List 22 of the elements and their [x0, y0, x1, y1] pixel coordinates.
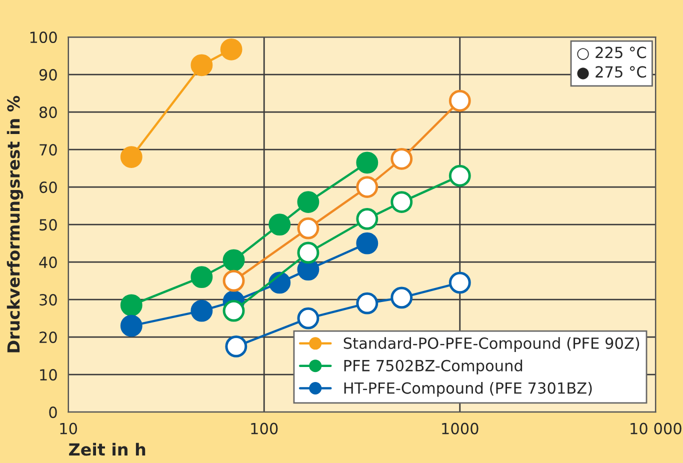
legend-label: HT-PFE-Compound (PFE 7301BZ) — [344, 382, 592, 397]
y-tick-label: 90 — [39, 69, 57, 81]
x-tick-label: 10 — [60, 422, 78, 434]
y-tick-label: 100 — [30, 32, 57, 44]
y-tick-label: 10 — [40, 369, 57, 381]
y-tick-label: 0 — [49, 406, 57, 418]
y-tick-label: 30 — [40, 294, 57, 306]
y-axis-title: Druckverformungsrest in % — [6, 96, 24, 352]
y-tick-label: 40 — [39, 256, 57, 268]
x-tick-label: 100 — [251, 422, 278, 434]
legend-label: Standard-PO-PFE-Compound (PFE 90Z) — [344, 337, 640, 352]
x-tick-label: 10 000 — [630, 422, 682, 434]
y-tick-label: 80 — [39, 106, 57, 118]
y-tick-label: 20 — [40, 332, 57, 344]
x-axis-title: Zeit in h — [69, 442, 146, 456]
legend-label: PFE 7502BZ-Compound — [344, 360, 522, 374]
x-tick-label: 1000 — [442, 422, 478, 434]
y-tick-label: 60 — [40, 182, 57, 194]
annotation: ● 275 °C — [577, 66, 646, 80]
y-tick-label: 50 — [40, 219, 57, 231]
y-tick-label: 70 — [40, 144, 57, 156]
annotation: ○ 225 °C — [577, 46, 646, 60]
